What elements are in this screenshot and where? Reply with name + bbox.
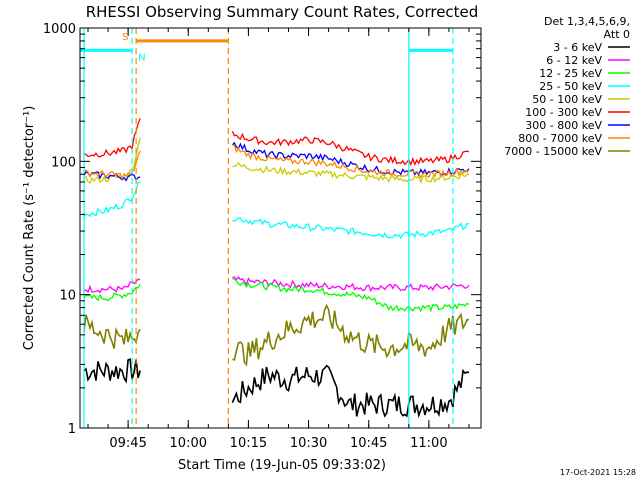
x-tick-label-5: 10:45 <box>350 436 387 451</box>
legend-label-3: 12 - 25 keV <box>539 67 602 80</box>
x-tick-label-1: 09:45 <box>109 436 146 451</box>
legend-label-5: 50 - 100 keV <box>532 93 602 106</box>
legend-title-line-1: Det 1,3,4,5,6,9, <box>544 15 630 28</box>
x-tick-label-4: 10:30 <box>290 436 327 451</box>
y-tick-label-2: 10 <box>59 289 76 304</box>
plot-area: SN <box>80 28 470 428</box>
y-axis-label: Corrected Count Rate (s⁻¹ detector⁻¹) <box>22 106 37 351</box>
axes: 09:45 10:00 10:15 10:30 10:45 11:00 1 10 100 1000 <box>43 22 481 451</box>
x-tick-label-2: 10:00 <box>170 436 207 451</box>
legend-label-9: 7000 - 15000 keV <box>504 145 602 158</box>
legend-label-7: 300 - 800 keV <box>525 119 602 132</box>
series-line-8 <box>83 144 470 181</box>
x-tick-label-6: 11:00 <box>410 436 447 451</box>
flag-label-n: N <box>138 52 145 63</box>
series-line-9 <box>83 303 470 367</box>
y-tick-label-4: 1000 <box>43 22 76 37</box>
plot-frame <box>79 27 482 429</box>
flag-label-s: S <box>122 32 128 43</box>
legend-label-1: 3 - 6 keV <box>553 41 602 54</box>
series-line-2 <box>83 276 470 294</box>
series-line-4 <box>83 181 470 240</box>
legend-label-8: 800 - 7000 keV <box>518 132 602 145</box>
x-tick-label-3: 10:15 <box>230 436 267 451</box>
legend-title-line-2: Att 0 <box>604 28 630 41</box>
timestamp: 17-Oct-2021 15:28 <box>560 468 636 477</box>
legend-label-4: 25 - 50 keV <box>539 80 602 93</box>
legend-label-2: 6 - 12 keV <box>546 54 602 67</box>
y-tick-label-1: 1 <box>68 422 76 437</box>
series-line-6 <box>83 118 470 167</box>
legend-label-6: 100 - 300 keV <box>525 106 602 119</box>
x-axis-label: Start Time (19-Jun-05 09:33:02) <box>178 458 386 473</box>
series-line-1 <box>83 358 470 419</box>
series-line-3 <box>83 278 470 313</box>
series-line-7 <box>83 141 470 182</box>
chart-title: RHESSI Observing Summary Count Rates, Co… <box>86 3 479 21</box>
y-tick-label-3: 100 <box>51 155 76 170</box>
